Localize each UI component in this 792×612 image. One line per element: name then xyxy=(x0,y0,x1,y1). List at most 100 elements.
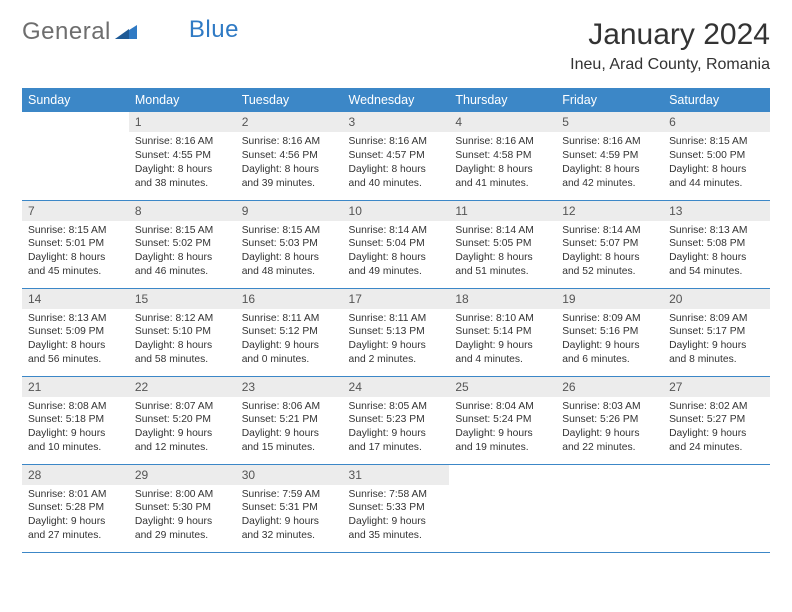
calendar-cell: 11Sunrise: 8:14 AMSunset: 5:05 PMDayligh… xyxy=(449,200,556,288)
title-block: January 2024 Ineu, Arad County, Romania xyxy=(570,18,770,74)
daylight-text-1: Daylight: 8 hours xyxy=(135,163,230,177)
daylight-text-1: Daylight: 8 hours xyxy=(242,251,337,265)
sunrise-text: Sunrise: 8:05 AM xyxy=(349,400,444,414)
sunrise-text: Sunrise: 8:15 AM xyxy=(28,224,123,238)
weekday-header: Sunday xyxy=(22,88,129,112)
sunrise-text: Sunrise: 8:04 AM xyxy=(455,400,550,414)
daylight-text-1: Daylight: 9 hours xyxy=(349,427,444,441)
daylight-text-1: Daylight: 8 hours xyxy=(669,163,764,177)
day-body: Sunrise: 8:10 AMSunset: 5:14 PMDaylight:… xyxy=(449,309,556,372)
day-number: 16 xyxy=(236,289,343,309)
sunrise-text: Sunrise: 8:10 AM xyxy=(455,312,550,326)
calendar-cell: 13Sunrise: 8:13 AMSunset: 5:08 PMDayligh… xyxy=(663,200,770,288)
day-number: 1 xyxy=(129,112,236,132)
daylight-text-1: Daylight: 8 hours xyxy=(349,251,444,265)
sunset-text: Sunset: 5:12 PM xyxy=(242,325,337,339)
daylight-text-2: and 45 minutes. xyxy=(28,265,123,279)
sunrise-text: Sunrise: 8:14 AM xyxy=(562,224,657,238)
day-body: Sunrise: 8:04 AMSunset: 5:24 PMDaylight:… xyxy=(449,397,556,460)
sunrise-text: Sunrise: 8:15 AM xyxy=(242,224,337,238)
daylight-text-2: and 39 minutes. xyxy=(242,177,337,191)
daylight-text-1: Daylight: 9 hours xyxy=(242,427,337,441)
day-body: Sunrise: 8:16 AMSunset: 4:56 PMDaylight:… xyxy=(236,132,343,195)
daylight-text-1: Daylight: 8 hours xyxy=(562,163,657,177)
sunrise-text: Sunrise: 8:13 AM xyxy=(669,224,764,238)
daylight-text-1: Daylight: 9 hours xyxy=(669,427,764,441)
daylight-text-2: and 51 minutes. xyxy=(455,265,550,279)
day-number: 7 xyxy=(22,201,129,221)
day-body: Sunrise: 8:13 AMSunset: 5:08 PMDaylight:… xyxy=(663,221,770,284)
daylight-text-2: and 54 minutes. xyxy=(669,265,764,279)
daylight-text-1: Daylight: 9 hours xyxy=(242,339,337,353)
daylight-text-1: Daylight: 9 hours xyxy=(242,515,337,529)
day-number: 5 xyxy=(556,112,663,132)
sunrise-text: Sunrise: 8:14 AM xyxy=(349,224,444,238)
daylight-text-2: and 48 minutes. xyxy=(242,265,337,279)
day-body: Sunrise: 8:14 AMSunset: 5:04 PMDaylight:… xyxy=(343,221,450,284)
daylight-text-2: and 6 minutes. xyxy=(562,353,657,367)
sunset-text: Sunset: 4:56 PM xyxy=(242,149,337,163)
weekday-header: Wednesday xyxy=(343,88,450,112)
daylight-text-1: Daylight: 8 hours xyxy=(242,163,337,177)
sunset-text: Sunset: 5:30 PM xyxy=(135,501,230,515)
sunrise-text: Sunrise: 8:11 AM xyxy=(349,312,444,326)
calendar-cell: 23Sunrise: 8:06 AMSunset: 5:21 PMDayligh… xyxy=(236,376,343,464)
calendar-cell: 4Sunrise: 8:16 AMSunset: 4:58 PMDaylight… xyxy=(449,112,556,200)
daylight-text-1: Daylight: 9 hours xyxy=(562,427,657,441)
calendar-cell: 29Sunrise: 8:00 AMSunset: 5:30 PMDayligh… xyxy=(129,464,236,552)
day-number: 9 xyxy=(236,201,343,221)
sunrise-text: Sunrise: 8:13 AM xyxy=(28,312,123,326)
calendar-cell: 30Sunrise: 7:59 AMSunset: 5:31 PMDayligh… xyxy=(236,464,343,552)
weekday-header: Friday xyxy=(556,88,663,112)
calendar-grid: Sunday Monday Tuesday Wednesday Thursday… xyxy=(22,88,770,553)
daylight-text-2: and 44 minutes. xyxy=(669,177,764,191)
sunrise-text: Sunrise: 8:15 AM xyxy=(135,224,230,238)
calendar-row: 21Sunrise: 8:08 AMSunset: 5:18 PMDayligh… xyxy=(22,376,770,464)
daylight-text-2: and 15 minutes. xyxy=(242,441,337,455)
day-number xyxy=(663,465,770,471)
calendar-cell: 15Sunrise: 8:12 AMSunset: 5:10 PMDayligh… xyxy=(129,288,236,376)
daylight-text-2: and 32 minutes. xyxy=(242,529,337,543)
calendar-cell: 12Sunrise: 8:14 AMSunset: 5:07 PMDayligh… xyxy=(556,200,663,288)
sunset-text: Sunset: 5:08 PM xyxy=(669,237,764,251)
day-number: 14 xyxy=(22,289,129,309)
logo-text-blue: Blue xyxy=(189,16,239,44)
daylight-text-1: Daylight: 8 hours xyxy=(28,251,123,265)
sunrise-text: Sunrise: 8:09 AM xyxy=(669,312,764,326)
sunset-text: Sunset: 5:02 PM xyxy=(135,237,230,251)
daylight-text-2: and 22 minutes. xyxy=(562,441,657,455)
day-body: Sunrise: 8:16 AMSunset: 4:57 PMDaylight:… xyxy=(343,132,450,195)
daylight-text-2: and 40 minutes. xyxy=(349,177,444,191)
calendar-body: 1Sunrise: 8:16 AMSunset: 4:55 PMDaylight… xyxy=(22,112,770,552)
daylight-text-1: Daylight: 8 hours xyxy=(455,251,550,265)
day-body: Sunrise: 8:11 AMSunset: 5:13 PMDaylight:… xyxy=(343,309,450,372)
daylight-text-2: and 29 minutes. xyxy=(135,529,230,543)
daylight-text-1: Daylight: 9 hours xyxy=(349,515,444,529)
calendar-cell: 1Sunrise: 8:16 AMSunset: 4:55 PMDaylight… xyxy=(129,112,236,200)
sunrise-text: Sunrise: 8:11 AM xyxy=(242,312,337,326)
daylight-text-1: Daylight: 8 hours xyxy=(669,251,764,265)
sunrise-text: Sunrise: 8:16 AM xyxy=(562,135,657,149)
day-body: Sunrise: 8:08 AMSunset: 5:18 PMDaylight:… xyxy=(22,397,129,460)
calendar-row: 1Sunrise: 8:16 AMSunset: 4:55 PMDaylight… xyxy=(22,112,770,200)
calendar-cell: 2Sunrise: 8:16 AMSunset: 4:56 PMDaylight… xyxy=(236,112,343,200)
daylight-text-1: Daylight: 9 hours xyxy=(28,427,123,441)
day-body: Sunrise: 7:58 AMSunset: 5:33 PMDaylight:… xyxy=(343,485,450,548)
sunrise-text: Sunrise: 7:59 AM xyxy=(242,488,337,502)
day-number: 29 xyxy=(129,465,236,485)
sunset-text: Sunset: 5:14 PM xyxy=(455,325,550,339)
logo: General Blue xyxy=(22,18,239,46)
sunrise-text: Sunrise: 8:09 AM xyxy=(562,312,657,326)
calendar-cell: 24Sunrise: 8:05 AMSunset: 5:23 PMDayligh… xyxy=(343,376,450,464)
day-number xyxy=(556,465,663,471)
day-number: 25 xyxy=(449,377,556,397)
day-number: 22 xyxy=(129,377,236,397)
calendar-cell: 20Sunrise: 8:09 AMSunset: 5:17 PMDayligh… xyxy=(663,288,770,376)
sunset-text: Sunset: 4:58 PM xyxy=(455,149,550,163)
day-number: 20 xyxy=(663,289,770,309)
daylight-text-1: Daylight: 9 hours xyxy=(135,515,230,529)
sunrise-text: Sunrise: 8:03 AM xyxy=(562,400,657,414)
calendar-cell: 18Sunrise: 8:10 AMSunset: 5:14 PMDayligh… xyxy=(449,288,556,376)
day-body: Sunrise: 8:03 AMSunset: 5:26 PMDaylight:… xyxy=(556,397,663,460)
sunrise-text: Sunrise: 8:07 AM xyxy=(135,400,230,414)
